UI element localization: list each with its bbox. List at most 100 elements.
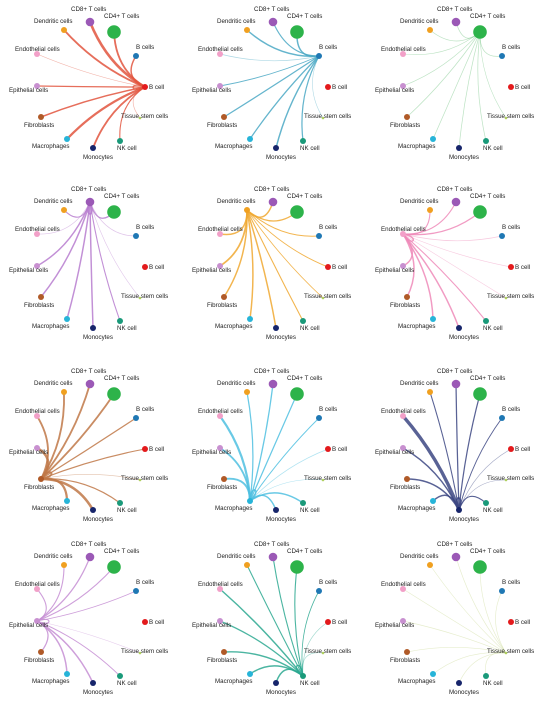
node-mac (430, 671, 436, 677)
node-label-mono: Monocytes (266, 334, 296, 341)
edge-group (401, 383, 512, 512)
node-fib (404, 476, 410, 482)
edge-dend-to-mono (246, 209, 277, 329)
edge-mac-to-cd4 (249, 393, 298, 502)
node-mac (247, 136, 253, 142)
edge-bcells-to-tsc (312, 55, 324, 119)
node-cd4 (107, 205, 121, 219)
node-label-fib: Fibroblasts (207, 484, 237, 491)
node-label-fib: Fibroblasts (207, 657, 237, 664)
node-label-epi: Epithelial cells (375, 449, 414, 456)
self-loop-edge (36, 618, 50, 624)
node-label-bcells: B cells (136, 406, 154, 413)
node-label-epi: Epithelial cells (9, 267, 48, 274)
edge-cd8-to-tsc (89, 201, 141, 299)
node-label-bcell: B cell (149, 446, 164, 453)
node-label-cd8: CD8+ T cells (254, 368, 289, 375)
node-tsc (321, 478, 325, 482)
node-label-tsc: Tissue stem cells (487, 648, 534, 655)
edge-group (219, 201, 329, 329)
edge-group (218, 383, 329, 511)
node-label-endo: Endothelial cells (381, 46, 426, 53)
node-cd8 (268, 552, 278, 562)
node-mono (273, 507, 279, 513)
node-label-cd4: CD4+ T cells (287, 193, 322, 200)
node-label-bcell: B cell (515, 84, 530, 91)
edge-tsc-to-bcells (495, 590, 507, 654)
edge-bcells-to-fib (223, 55, 320, 118)
edge-mono-to-nk (458, 495, 487, 511)
node-cd4 (473, 387, 487, 401)
node-label-epi: Epithelial cells (192, 87, 231, 94)
node-label-tsc: Tissue stem cells (121, 293, 168, 300)
node-label-dend: Dendritic cells (400, 18, 439, 25)
node-epi (34, 618, 40, 624)
node-bcell (508, 619, 514, 625)
node-label-mono: Monocytes (266, 689, 296, 696)
edge-cd4-to-fib (406, 31, 481, 118)
edge-endo-to-bcell (402, 233, 512, 268)
edge-dend-to-nk (246, 209, 304, 322)
node-nk (117, 673, 123, 679)
edge-mono-to-cd8 (455, 383, 460, 511)
node-bcell (142, 619, 148, 625)
edge-cd8-to-bcells (89, 201, 137, 237)
node-nk (300, 500, 306, 506)
edge-endo-to-nk (402, 233, 487, 322)
node-label-bcell: B cell (332, 264, 347, 271)
node-label-tsc: Tissue stem cells (121, 113, 168, 120)
node-label-bcell: B cell (515, 619, 530, 626)
node-label-endo: Endothelial cells (198, 581, 243, 588)
node-label-endo: Endothelial cells (381, 226, 426, 233)
node-mac (64, 671, 70, 677)
node-label-mono: Monocytes (83, 334, 113, 341)
node-label-cd8: CD8+ T cells (71, 368, 106, 375)
node-label-fib: Fibroblasts (390, 302, 420, 309)
edge-dend-to-bcell (246, 209, 329, 268)
edge-mono-to-bcells (458, 417, 503, 511)
node-label-dend: Dendritic cells (217, 198, 256, 205)
node-nk (300, 318, 306, 324)
node-bcell (142, 446, 148, 452)
node-bcells (133, 233, 139, 239)
edge-bcell-to-mac (65, 85, 147, 141)
node-label-tsc: Tissue stem cells (304, 648, 351, 655)
node-label-mac: Macrophages (398, 143, 436, 150)
edge-cd8-to-nk (89, 201, 121, 322)
edge-bcells-to-endo (219, 53, 320, 62)
edge-dend-to-bcells (246, 209, 320, 237)
node-label-fib: Fibroblasts (24, 122, 54, 129)
node-dend (427, 562, 433, 568)
node-cd8 (85, 197, 95, 207)
node-tsc (321, 651, 325, 655)
node-label-epi: Epithelial cells (9, 87, 48, 94)
node-label-endo: Endothelial cells (15, 46, 60, 53)
node-dend (61, 207, 67, 213)
edge-tsc-to-nk (485, 652, 507, 677)
node-label-bcell: B cell (515, 446, 530, 453)
edge-cd4-to-epi (402, 31, 481, 87)
node-label-fib: Fibroblasts (207, 122, 237, 129)
edge-bcell-to-tsc (132, 86, 146, 119)
node-dend (61, 562, 67, 568)
edge-bcells-to-nk (301, 55, 320, 142)
node-label-dend: Dendritic cells (400, 380, 439, 387)
node-endo (217, 231, 223, 237)
node-label-cd4: CD4+ T cells (104, 13, 139, 20)
node-epi (217, 83, 223, 89)
node-mono (273, 325, 279, 331)
node-label-cd8: CD8+ T cells (254, 6, 289, 13)
node-mac (430, 316, 436, 322)
node-mono (456, 507, 462, 513)
node-epi (400, 445, 406, 451)
edge-group (402, 201, 512, 329)
edge-tsc-to-endo (402, 588, 507, 654)
edge-dend-to-epi (219, 209, 248, 267)
